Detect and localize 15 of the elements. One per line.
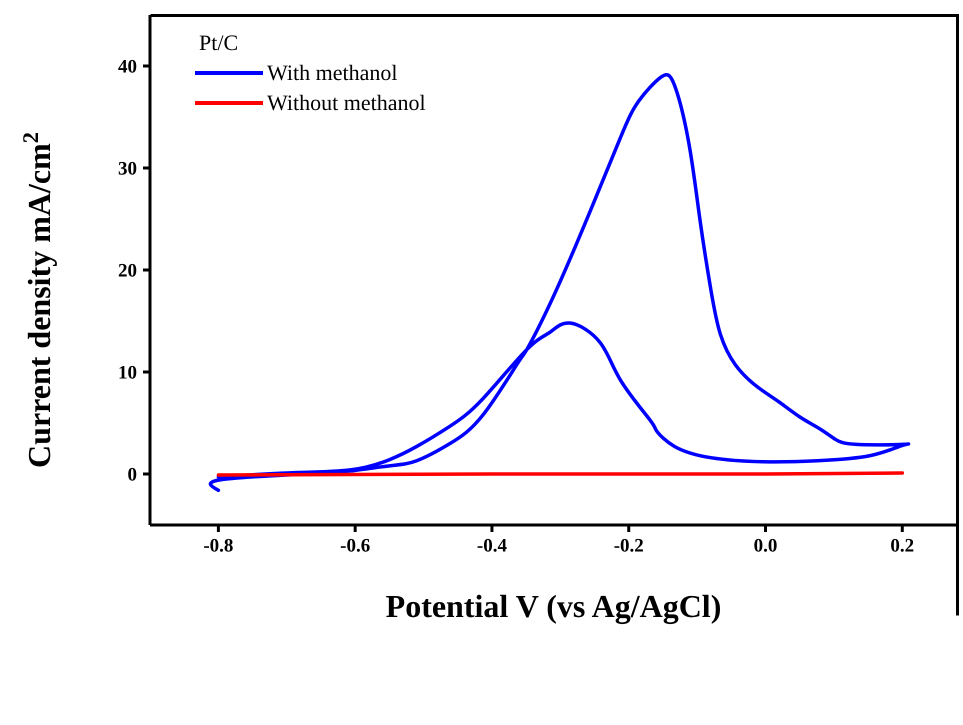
- x-tick-label: -0.6: [340, 535, 370, 556]
- y-tick-label: 30: [118, 158, 137, 180]
- y-tick-label: 20: [118, 260, 137, 282]
- x-tick-label: 0.0: [754, 535, 778, 556]
- y-tick-label: 10: [118, 362, 137, 384]
- legend-title: Pt/C: [198, 29, 240, 57]
- x-axis-title: Potential V (vs Ag/AgCl): [386, 588, 722, 625]
- x-tick-label: -0.4: [476, 535, 508, 556]
- y-tick-label: 40: [118, 56, 137, 78]
- y-tick-label: 0: [128, 464, 137, 486]
- legend-label: With methanol: [267, 59, 398, 87]
- x-tick-label: -0.2: [614, 535, 644, 556]
- x-tick-label: -0.8: [203, 535, 234, 556]
- legend-label: Without methanol: [267, 89, 426, 117]
- x-tick-label: 0.2: [890, 535, 914, 556]
